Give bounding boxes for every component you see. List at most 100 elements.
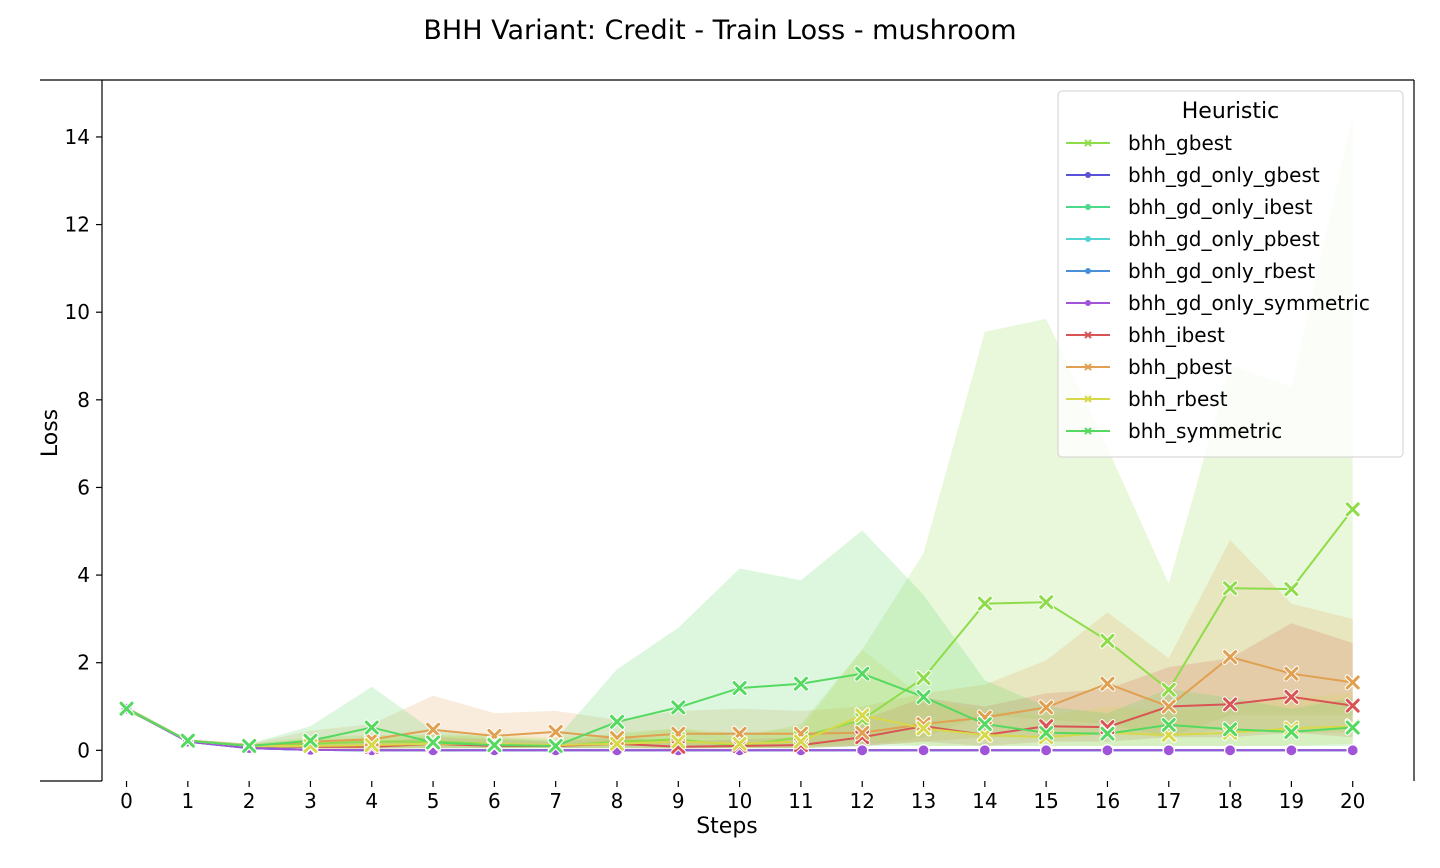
marker-cross [364, 720, 379, 735]
point-bhh_rbest [854, 707, 871, 724]
legend-entry-bhh_symmetric: bhh_symmetric [1066, 419, 1282, 443]
x-tick-label: 15 [1033, 789, 1058, 813]
point-bhh_symmetric [1099, 725, 1116, 742]
marker-cross [1039, 725, 1054, 740]
x-tick-label: 17 [1156, 789, 1181, 813]
legend: Heuristic bhh_gbest bhh_gd_only_gbest bhh_g… [1057, 90, 1404, 458]
point-bhh_symmetric [118, 700, 135, 717]
legend-marker [1084, 331, 1092, 339]
legend-entry-bhh_rbest: bhh_rbest [1066, 387, 1228, 411]
legend-title: Heuristic [1182, 99, 1279, 124]
marker-cross [609, 714, 624, 729]
legend-label: bhh_gd_only_symmetric [1128, 291, 1370, 315]
legend-entry-bhh_gd_only_pbest: bhh_gd_only_pbest [1066, 227, 1320, 251]
point-bhh_gd_only_symmetric [978, 744, 991, 757]
point-bhh_pbest [547, 723, 564, 740]
marker-cross [548, 724, 563, 739]
y-tick-label: 12 [65, 213, 90, 237]
x-tick-label: 18 [1217, 789, 1242, 813]
point-bhh_gd_only_symmetric [1162, 744, 1175, 757]
point-bhh_symmetric [241, 737, 258, 754]
marker-cross [1100, 633, 1115, 648]
y-tick-label: 14 [65, 125, 90, 149]
y-tick-label: 2 [77, 651, 90, 675]
point-bhh_symmetric [731, 680, 748, 697]
legend-entry-bhh_gd_only_ibest: bhh_gd_only_ibest [1066, 195, 1313, 219]
marker-cross [1223, 722, 1238, 737]
point-bhh_symmetric [1283, 723, 1300, 740]
point-bhh_gbest [1038, 594, 1055, 611]
x-tick-label: 7 [549, 789, 562, 813]
point-bhh_gbest [1283, 581, 1300, 598]
marker-cross [1161, 717, 1176, 732]
marker-cross [119, 701, 134, 716]
point-bhh_symmetric [976, 716, 993, 733]
point-bhh_symmetric [302, 732, 319, 749]
x-tick-label: 14 [972, 789, 997, 813]
marker-cross [609, 736, 624, 751]
marker-cross [977, 717, 992, 732]
point-bhh_ibest [1283, 688, 1300, 705]
point-bhh_symmetric [1344, 719, 1361, 736]
band-bhh_symmetric [126, 530, 1353, 749]
legend-label: bhh_gbest [1128, 131, 1232, 155]
point-bhh_rbest [792, 733, 809, 750]
legend-marker [1084, 427, 1092, 435]
marker-cross [977, 727, 992, 742]
legend-marker [1084, 395, 1092, 403]
x-tick-label: 9 [672, 789, 685, 813]
marker-cross [1039, 700, 1054, 715]
point-bhh_symmetric [1222, 721, 1239, 738]
point-bhh_gd_only_symmetric [1285, 744, 1298, 757]
point-bhh_gbest [1099, 632, 1116, 649]
legend-entry-bhh_gbest: bhh_gbest [1066, 131, 1232, 155]
legend-label: bhh_gd_only_ibest [1128, 195, 1313, 219]
point-bhh_pbest [425, 721, 442, 738]
point-bhh_gd_only_symmetric [1223, 744, 1237, 757]
legend-marker [1085, 236, 1091, 242]
marker-cross [1345, 698, 1360, 713]
legend-entry-bhh_gd_only_gbest: bhh_gd_only_gbest [1066, 163, 1320, 187]
marker-cross [548, 738, 563, 753]
legend-label: bhh_symmetric [1128, 419, 1282, 443]
legend-box [1057, 90, 1404, 458]
point-bhh_symmetric [1038, 724, 1055, 741]
legend-label: bhh_ibest [1128, 323, 1225, 347]
marker-cross [364, 738, 379, 753]
legend-marker [1085, 172, 1091, 178]
marker-cross [487, 738, 502, 753]
marker-cross [1223, 697, 1238, 712]
x-tick-label: 6 [488, 789, 501, 813]
marker-cross [1100, 726, 1115, 741]
marker-cross [426, 735, 441, 750]
point-bhh_pbest [1160, 698, 1177, 715]
legend-entry-bhh_gd_only_symmetric: bhh_gd_only_symmetric [1066, 291, 1370, 315]
marker-cross [855, 666, 870, 681]
point-bhh_symmetric [854, 665, 871, 682]
x-tick-label: 16 [1095, 789, 1120, 813]
chart-title: BHH Variant: Credit - Train Loss - mushr… [423, 15, 1016, 46]
marker-cross [242, 738, 257, 753]
point-bhh_pbest [1222, 649, 1239, 666]
legend-label: bhh_gd_only_rbest [1128, 259, 1315, 283]
axes: 0 1 2 3 4 5 6 7 8 9 10 11 12 13 14 15 16 17 18 19 2002468101… [40, 79, 1415, 813]
y-tick-label: 4 [77, 563, 90, 587]
legend-marker [1084, 363, 1092, 371]
x-tick-label: 0 [120, 789, 133, 813]
point-bhh_gd_only_symmetric [856, 744, 869, 757]
point-bhh_rbest [731, 735, 748, 752]
point-bhh_rbest [363, 737, 380, 754]
series-markers [118, 501, 1361, 757]
point-bhh_ibest [1344, 697, 1361, 714]
x-tick-label: 4 [365, 789, 378, 813]
point-bhh_gbest [976, 595, 993, 612]
y-tick-label: 0 [77, 738, 90, 762]
marker-cross [1284, 666, 1299, 681]
marker-cross [1284, 724, 1299, 739]
x-tick-label: 1 [181, 789, 194, 813]
marker-cross [1161, 699, 1176, 714]
marker-cross [1223, 581, 1238, 596]
band-bhh_gbest [126, 115, 1353, 749]
marker-cross [1161, 682, 1176, 697]
marker-cross [855, 708, 870, 723]
